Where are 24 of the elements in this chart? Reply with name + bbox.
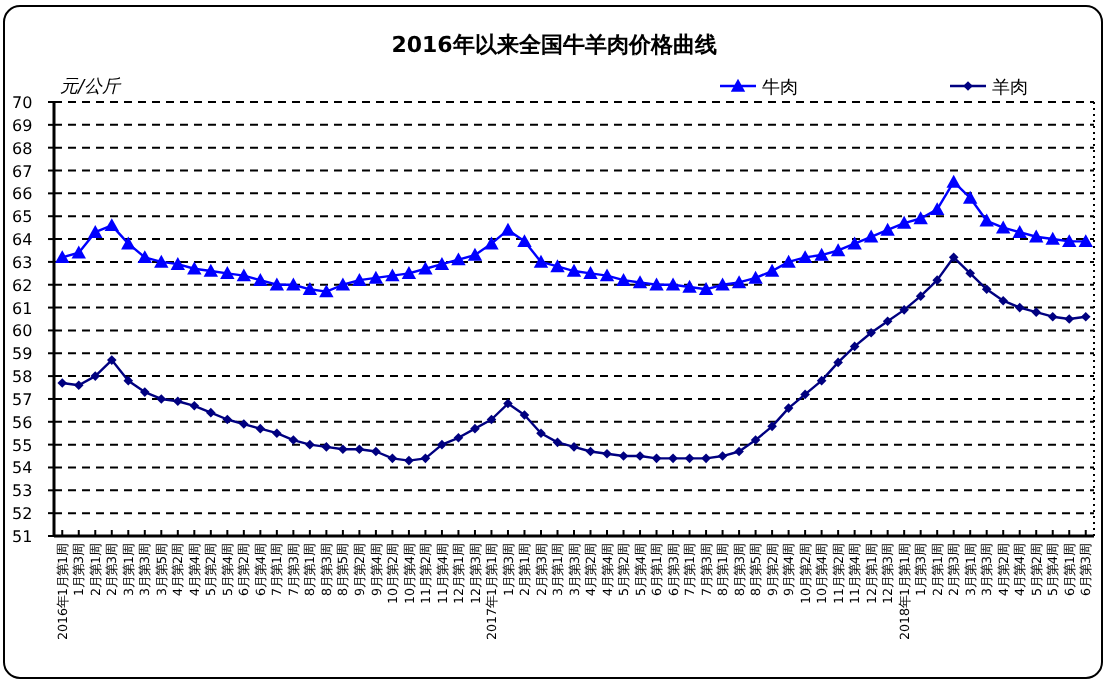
y-tick-label: 60	[12, 322, 33, 341]
y-tick-label: 57	[12, 390, 33, 409]
y-tick-label: 51	[12, 528, 33, 546]
y-tick-label: 65	[12, 208, 33, 227]
y-tick-label: 63	[12, 253, 33, 272]
y-tick-label: 54	[12, 459, 33, 478]
y-tick-label: 62	[12, 276, 33, 295]
y-tick-label: 67	[12, 162, 33, 181]
y-tick-label: 69	[12, 116, 33, 135]
y-tick-label: 55	[12, 436, 33, 455]
y-tick-label: 53	[12, 482, 33, 501]
y-tick-label: 70	[12, 94, 33, 112]
y-tick-label: 61	[12, 299, 33, 318]
y-tick-label: 52	[12, 505, 33, 524]
legend-label: 羊肉	[992, 77, 1028, 99]
y-axis-title: 元/公斤	[60, 76, 123, 98]
legend-label: 牛肉	[762, 77, 798, 99]
y-tick-label: 68	[12, 139, 33, 158]
y-tick-label: 59	[12, 345, 33, 364]
y-tick-label: 56	[12, 413, 33, 432]
chart-title: 2016年以来全国牛羊肉价格曲线	[391, 32, 717, 58]
y-tick-label: 64	[12, 231, 33, 250]
y-tick-label: 58	[12, 368, 33, 387]
y-tick-label: 66	[12, 185, 33, 204]
